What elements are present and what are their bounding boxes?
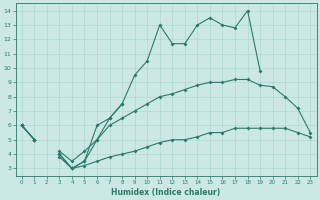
X-axis label: Humidex (Indice chaleur): Humidex (Indice chaleur): [111, 188, 221, 197]
